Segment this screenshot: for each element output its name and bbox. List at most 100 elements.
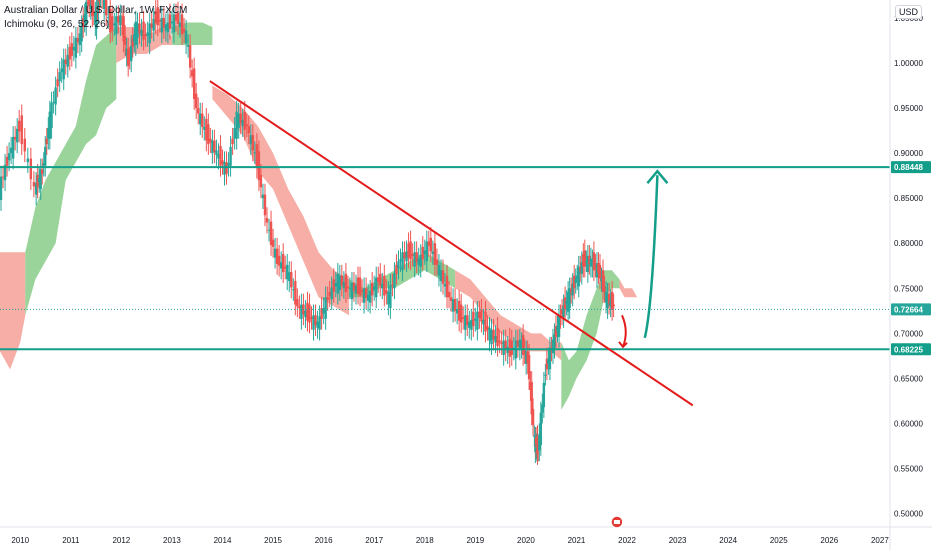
candle-body xyxy=(318,316,321,330)
candle-body xyxy=(111,16,114,31)
candle-body xyxy=(257,151,261,181)
x-tick-label: 2010 xyxy=(11,536,29,545)
arrow-down[interactable] xyxy=(621,314,627,348)
candle-body xyxy=(542,382,546,408)
candle-body xyxy=(47,127,50,139)
trendline[interactable] xyxy=(209,80,694,407)
candle-body xyxy=(556,326,559,332)
candle-body xyxy=(195,93,198,109)
candle-body xyxy=(435,259,439,265)
x-tick-label: 2026 xyxy=(820,536,838,545)
candle-body xyxy=(496,327,499,346)
x-tick-label: 2015 xyxy=(264,536,282,545)
candle-body xyxy=(548,347,552,370)
candle-body xyxy=(551,339,555,354)
candle-body xyxy=(583,250,587,267)
candle-body xyxy=(328,291,331,297)
cloud-segment-1 xyxy=(25,27,117,316)
candle-body xyxy=(130,45,133,62)
candle-body xyxy=(269,221,273,246)
x-tick-label: 2021 xyxy=(568,536,586,545)
candle-body xyxy=(176,12,180,25)
candle-body xyxy=(281,254,285,273)
candle-body xyxy=(411,254,414,256)
candle-body xyxy=(330,287,333,300)
candle-body xyxy=(433,243,437,265)
candle-body xyxy=(573,275,576,289)
candle-body xyxy=(502,340,505,355)
price-label-0: 0.88448 xyxy=(894,163,923,172)
cloud-segment-8 xyxy=(619,279,638,298)
candle-body xyxy=(314,315,317,326)
icons xyxy=(610,515,624,529)
indicator-label[interactable]: Ichimoku (9, 26, 52, 26) xyxy=(4,19,110,30)
y-tick-label: 0.60000 xyxy=(894,419,923,428)
annotation-lines[interactable] xyxy=(0,80,890,407)
x-tick-label: 2019 xyxy=(466,536,484,545)
candle-body xyxy=(379,273,382,286)
candle-body xyxy=(81,18,85,28)
candle-body xyxy=(203,127,206,130)
candle-body xyxy=(399,259,402,262)
candle-body xyxy=(336,273,339,294)
candle-body xyxy=(427,241,431,246)
candle-body xyxy=(227,163,230,166)
candle-body xyxy=(490,329,493,345)
candle-body xyxy=(478,311,481,319)
candle-body xyxy=(413,252,416,267)
candle-body xyxy=(557,315,561,337)
candle-body xyxy=(180,14,184,35)
arrow-up[interactable] xyxy=(643,175,659,339)
candle-body xyxy=(85,1,88,26)
candle-body xyxy=(294,281,297,305)
candle-body xyxy=(494,336,497,343)
candle-body xyxy=(288,272,291,282)
candle-body xyxy=(182,28,186,33)
candle-body xyxy=(504,340,507,351)
y-tick-label: 0.70000 xyxy=(894,329,923,338)
candle-body xyxy=(162,18,166,28)
candle-body xyxy=(120,23,124,25)
candle-body xyxy=(429,237,433,252)
candle-body xyxy=(174,14,178,21)
candle-body xyxy=(18,120,21,132)
candle-body xyxy=(508,338,511,357)
candle-body xyxy=(184,30,188,44)
candle-body xyxy=(215,150,218,155)
candle-body xyxy=(326,297,329,300)
candle-body xyxy=(447,291,451,298)
candle-body xyxy=(201,113,204,128)
candle-body xyxy=(455,308,459,314)
candle-body xyxy=(603,286,606,292)
candle-body xyxy=(577,266,580,287)
candle-body xyxy=(72,46,76,51)
candle-body xyxy=(594,264,597,267)
price-label-1: 0.68225 xyxy=(894,345,923,354)
candle-body xyxy=(259,174,263,188)
candle-body xyxy=(92,10,96,15)
candle-body xyxy=(29,158,33,180)
candle-body xyxy=(249,135,253,145)
candle-body xyxy=(601,270,605,292)
candle-body xyxy=(13,136,17,140)
candle-body xyxy=(407,243,410,258)
candle-body xyxy=(1,176,5,178)
candle-body xyxy=(348,288,352,290)
candle-body xyxy=(251,135,255,151)
candle-body xyxy=(168,14,172,29)
cloud-segment-4 xyxy=(212,85,349,316)
candle-body xyxy=(113,23,116,26)
candle-body xyxy=(597,263,600,273)
candle-body xyxy=(536,436,539,455)
price-labels: 0.88448 0.68225 0.72664 xyxy=(891,161,931,356)
y-tick-label: 0.65000 xyxy=(894,374,923,383)
candle-body xyxy=(350,282,354,300)
candle-body xyxy=(544,374,547,376)
candle-body xyxy=(612,304,615,307)
x-tick-label: 2022 xyxy=(618,536,636,545)
candle-body xyxy=(233,127,236,139)
candle-body xyxy=(554,326,558,337)
candle-body xyxy=(20,115,23,145)
currency-badge[interactable]: USD xyxy=(894,5,922,19)
